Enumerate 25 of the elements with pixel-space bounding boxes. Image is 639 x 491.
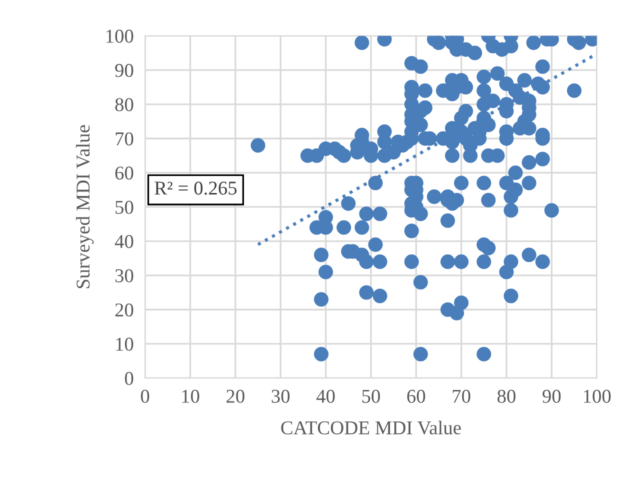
y-axis-title: Surveyed MDI Value bbox=[76, 125, 94, 288]
y-tick-label: 80 bbox=[115, 98, 134, 112]
y-tick-label: 0 bbox=[124, 372, 134, 386]
y-tick-label: 40 bbox=[114, 234, 134, 248]
x-tick-label: 20 bbox=[226, 390, 244, 403]
y-tick-label: 10 bbox=[116, 338, 134, 351]
x-axis-title: CATCODE MDI Value bbox=[281, 420, 461, 434]
y-tick-label: 70 bbox=[116, 132, 134, 146]
y-tick-label: 20 bbox=[115, 303, 134, 317]
annotation: R² = 0.265 bbox=[154, 182, 237, 195]
y-tick-label: 100 bbox=[106, 30, 134, 43]
x-tick-label: 90 bbox=[542, 390, 561, 403]
x-tick-label: 100 bbox=[584, 390, 611, 403]
x-tick-label: 0 bbox=[140, 390, 150, 403]
y-tick-label: 50 bbox=[116, 200, 134, 214]
x-tick-label: 40 bbox=[316, 390, 335, 403]
x-tick-label: 50 bbox=[362, 390, 380, 403]
y-tick-label: 30 bbox=[115, 269, 134, 282]
x-tick-label: 70 bbox=[452, 390, 470, 403]
x-tick-label: 30 bbox=[272, 390, 290, 403]
x-tick-label: 80 bbox=[497, 390, 516, 403]
x-tick-label: 60 bbox=[407, 390, 426, 403]
y-tick-label: 60 bbox=[115, 166, 134, 180]
x-tick-label: 10 bbox=[182, 390, 200, 403]
y-tick-label: 90 bbox=[115, 64, 134, 78]
